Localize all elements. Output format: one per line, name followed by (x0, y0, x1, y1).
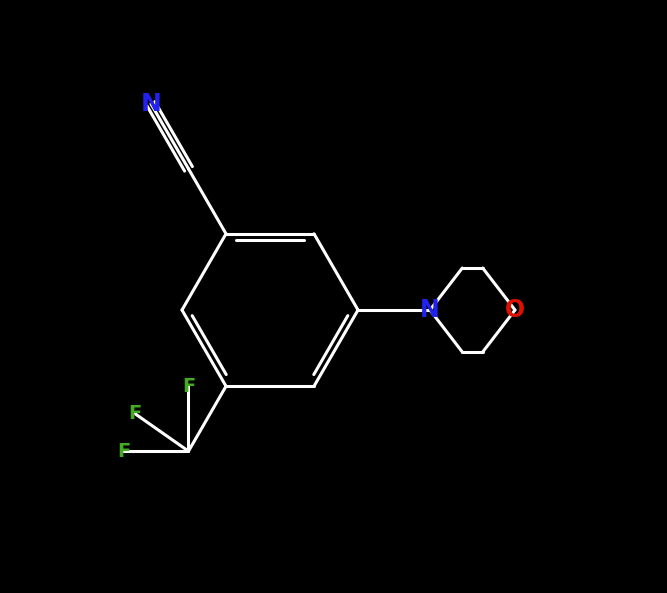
Text: N: N (420, 298, 440, 322)
Text: O: O (505, 298, 525, 322)
Text: N: N (141, 92, 161, 116)
Text: F: F (129, 404, 142, 423)
Text: F: F (182, 377, 195, 396)
Text: F: F (117, 442, 130, 461)
